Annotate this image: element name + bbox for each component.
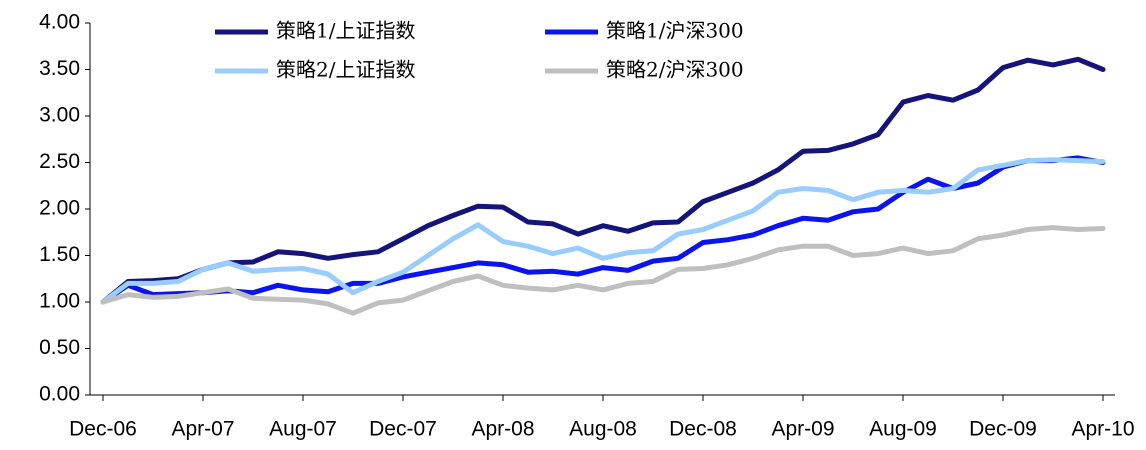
x-tick-label: Dec-07 xyxy=(369,418,437,441)
legend-label: 策略1/沪深300 xyxy=(606,19,744,43)
series-line xyxy=(100,157,1106,305)
y-tick-label: 0.50 xyxy=(39,336,80,359)
y-tick-label: 3.00 xyxy=(39,104,80,127)
y-tick-label: 1.50 xyxy=(39,243,80,266)
x-tick-label: Dec-08 xyxy=(669,418,737,441)
y-tick-label: 1.00 xyxy=(39,290,80,313)
x-tick-label: Apr-10 xyxy=(1071,418,1134,441)
legend-label: 策略1/上证指数 xyxy=(276,19,415,43)
series-line xyxy=(100,225,1106,316)
y-tick-label: 3.50 xyxy=(39,57,80,80)
x-tick-label: Dec-06 xyxy=(69,418,137,441)
x-tick-label: Dec-09 xyxy=(969,418,1037,441)
y-tick-label: 2.00 xyxy=(39,197,80,220)
x-tick-label: Aug-07 xyxy=(269,418,337,441)
x-tick-label: Apr-09 xyxy=(771,418,834,441)
series-line xyxy=(100,56,1106,305)
y-tick-label: 4.00 xyxy=(39,11,80,34)
legend-label: 策略2/沪深300 xyxy=(606,58,744,82)
x-tick-label: Apr-07 xyxy=(171,418,234,441)
y-tick-label: 0.00 xyxy=(39,383,80,406)
x-tick-label: Aug-08 xyxy=(569,418,637,441)
y-tick-label: 2.50 xyxy=(39,150,80,173)
legend-label: 策略2/上证指数 xyxy=(276,58,415,82)
series-line xyxy=(100,155,1106,305)
x-tick-label: Aug-09 xyxy=(869,418,937,441)
x-tick-label: Apr-08 xyxy=(471,418,534,441)
